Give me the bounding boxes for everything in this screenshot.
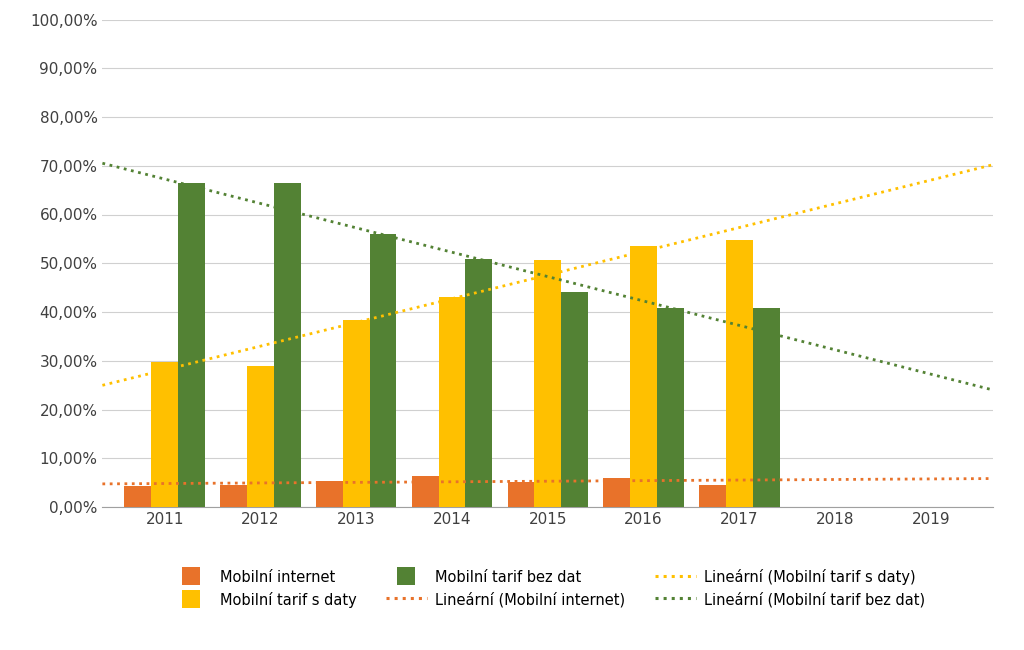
Bar [370,234,396,507]
Bar [152,361,178,507]
Bar [630,246,657,507]
Bar [657,307,684,507]
Bar [247,366,273,507]
Bar [466,259,493,507]
Bar [561,291,588,507]
Bar [316,481,343,507]
Bar [273,183,301,507]
Bar [726,240,753,507]
Bar [220,485,247,507]
Bar [412,476,438,507]
Bar [753,308,779,507]
Bar [535,261,561,507]
Bar [178,183,205,507]
Bar [603,478,630,507]
Bar [343,320,370,507]
Bar [508,482,535,507]
Bar [438,297,466,507]
Legend: Mobilní internet, Mobilní tarif s daty, Mobilní tarif bez dat, Lineární (Mobilní: Mobilní internet, Mobilní tarif s daty, … [165,563,931,614]
Bar [125,486,152,507]
Bar [699,485,726,507]
